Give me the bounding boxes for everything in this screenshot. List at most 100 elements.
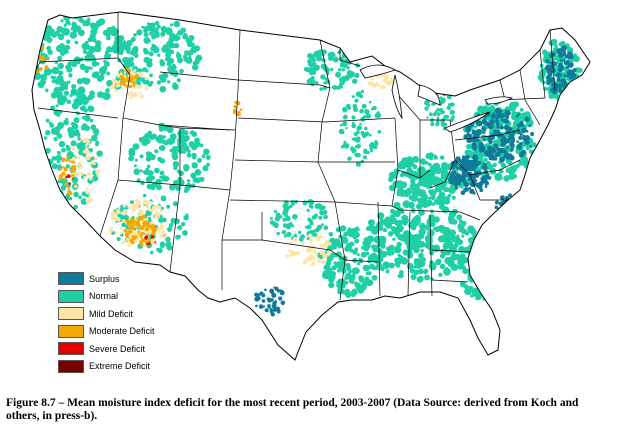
moisture-patch — [126, 40, 133, 47]
moisture-patch — [351, 123, 357, 129]
moisture-patch — [77, 144, 83, 151]
moisture-patch — [71, 156, 77, 162]
moisture-patch — [487, 163, 494, 171]
moisture-patch — [91, 37, 97, 43]
moisture-patch — [65, 50, 69, 54]
moisture-patch — [77, 61, 81, 65]
moisture-patch — [150, 80, 154, 85]
moisture-patch — [73, 191, 79, 198]
moisture-patch — [567, 51, 573, 58]
moisture-patch — [451, 195, 456, 200]
moisture-patch — [377, 256, 384, 263]
moisture-patch — [159, 159, 164, 163]
moisture-patch — [276, 289, 281, 293]
moisture-patch — [489, 273, 493, 278]
moisture-patch — [71, 147, 76, 151]
moisture-patch — [508, 213, 514, 219]
moisture-patch — [435, 89, 439, 92]
moisture-patch — [524, 135, 530, 141]
moisture-patch — [86, 172, 92, 177]
moisture-patch — [471, 272, 478, 279]
moisture-patch — [493, 276, 498, 280]
moisture-patch — [511, 173, 517, 179]
moisture-patch — [32, 57, 38, 63]
moisture-patch — [389, 250, 395, 256]
moisture-patch — [490, 252, 497, 259]
moisture-patch — [186, 179, 191, 183]
moisture-patch — [78, 165, 83, 170]
moisture-patch — [554, 43, 558, 48]
moisture-patch — [337, 50, 342, 55]
moisture-patch — [571, 72, 576, 77]
moisture-patch — [465, 127, 472, 133]
moisture-patch — [512, 198, 515, 201]
moisture-patch — [316, 51, 322, 57]
moisture-patch — [501, 207, 507, 213]
moisture-patch — [90, 156, 95, 161]
moisture-patch — [463, 134, 469, 140]
moisture-patch — [144, 230, 148, 234]
moisture-patch — [43, 168, 49, 173]
moisture-patch — [387, 231, 394, 237]
moisture-patch — [531, 142, 537, 148]
moisture-patch — [370, 77, 374, 81]
moisture-patch — [186, 152, 192, 158]
moisture-patch — [67, 61, 73, 67]
moisture-patch — [130, 90, 134, 94]
moisture-patch — [128, 221, 133, 225]
moisture-patch — [118, 50, 123, 55]
moisture-patch — [152, 44, 158, 50]
moisture-patch — [168, 223, 174, 228]
moisture-patch — [34, 36, 40, 41]
moisture-patch — [57, 179, 62, 184]
moisture-patch — [483, 280, 490, 287]
moisture-patch — [570, 81, 578, 88]
moisture-patch — [150, 226, 156, 232]
moisture-patch — [76, 78, 83, 85]
moisture-patch — [122, 211, 126, 215]
moisture-patch — [39, 167, 45, 173]
moisture-patch — [342, 290, 347, 295]
moisture-patch — [502, 135, 506, 139]
moisture-patch — [461, 171, 466, 176]
moisture-patch — [191, 131, 198, 137]
moisture-patch — [429, 189, 437, 197]
moisture-patch — [366, 150, 370, 155]
moisture-patch — [521, 124, 525, 127]
moisture-patch — [369, 147, 373, 151]
moisture-patch — [358, 258, 364, 264]
moisture-patch — [58, 70, 64, 76]
moisture-patch — [498, 201, 504, 207]
moisture-patch — [139, 94, 144, 99]
moisture-patch — [486, 264, 490, 268]
moisture-patch — [316, 235, 320, 239]
moisture-patch — [61, 171, 66, 176]
moisture-patch — [137, 76, 143, 82]
moisture-patch — [519, 152, 524, 158]
moisture-patch — [484, 263, 489, 269]
moisture-patch — [501, 217, 506, 221]
moisture-patch — [512, 211, 516, 215]
legend-label-surplus: Surplus — [89, 273, 120, 284]
moisture-patch — [67, 159, 70, 162]
moisture-patch — [516, 207, 521, 212]
moisture-patch — [233, 105, 237, 109]
moisture-patch — [484, 174, 490, 180]
moisture-patch — [415, 219, 420, 224]
moisture-patch — [482, 131, 485, 134]
moisture-patch — [505, 167, 512, 174]
moisture-patch — [495, 119, 500, 124]
moisture-patch — [443, 267, 451, 276]
moisture-patch — [173, 42, 180, 49]
moisture-patch — [496, 125, 500, 129]
moisture-patch — [256, 293, 261, 297]
moisture-patch — [371, 275, 378, 281]
moisture-patch — [473, 269, 478, 274]
moisture-patch — [562, 51, 566, 54]
moisture-patch — [562, 80, 567, 85]
moisture-patch — [40, 73, 48, 81]
moisture-patch — [482, 285, 487, 290]
moisture-patch — [48, 121, 52, 125]
moisture-patch — [312, 249, 317, 253]
moisture-patch — [291, 224, 295, 228]
